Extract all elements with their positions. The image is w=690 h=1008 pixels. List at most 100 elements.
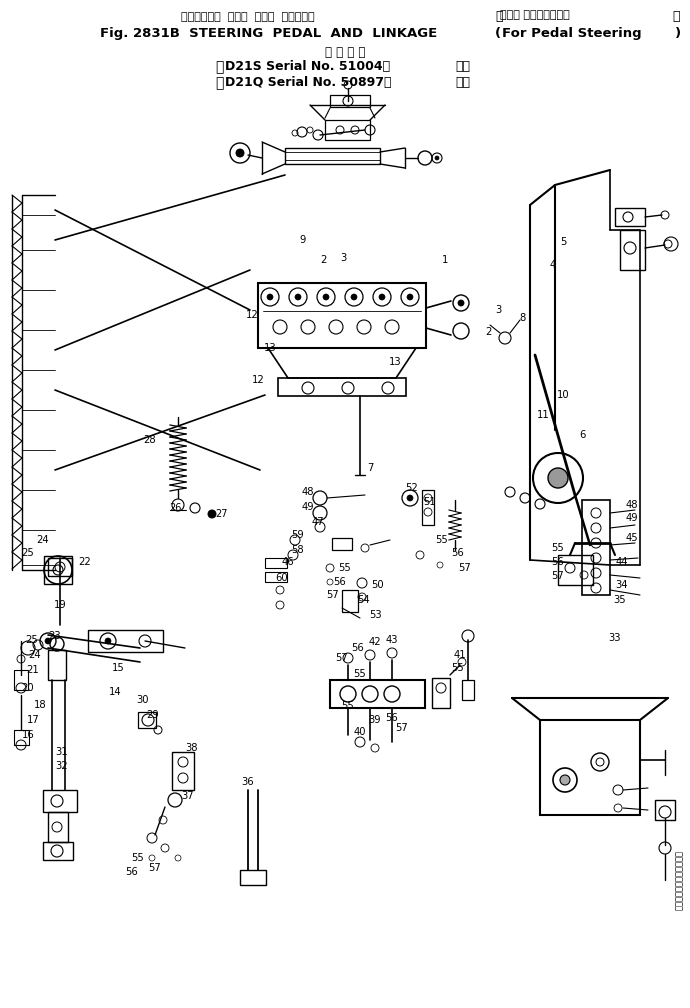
Text: 26: 26 (169, 503, 181, 513)
Text: 37: 37 (181, 791, 195, 801)
Text: 6: 6 (579, 430, 585, 440)
Bar (330, 95, 370, 107)
Text: 13: 13 (264, 343, 276, 353)
Text: 49: 49 (626, 513, 638, 523)
Text: 適 用 号 機: 適 用 号 機 (325, 46, 365, 59)
Text: 32: 32 (56, 761, 68, 771)
Bar (540, 720, 640, 815)
Circle shape (458, 300, 464, 306)
Text: 1: 1 (442, 255, 448, 265)
Text: 45: 45 (626, 533, 638, 543)
Text: 25: 25 (21, 548, 34, 558)
Text: 54: 54 (357, 595, 369, 605)
Text: 24: 24 (37, 535, 49, 545)
Text: 42: 42 (368, 637, 382, 647)
Circle shape (267, 294, 273, 300)
Text: 56: 56 (386, 713, 398, 723)
Text: 55: 55 (551, 543, 564, 553)
Bar (582, 500, 610, 595)
Text: 46: 46 (282, 557, 295, 566)
Circle shape (105, 638, 111, 644)
Text: 57: 57 (335, 653, 348, 663)
Text: 47: 47 (312, 517, 324, 527)
Text: 55: 55 (342, 701, 355, 711)
Text: 48: 48 (626, 500, 638, 510)
Bar (265, 558, 287, 568)
Text: 3: 3 (495, 305, 501, 314)
Text: For Pedal Steering: For Pedal Steering (502, 27, 642, 40)
Bar (285, 148, 380, 164)
Text: 50: 50 (372, 580, 384, 590)
Text: 41: 41 (454, 650, 466, 660)
Circle shape (295, 294, 301, 300)
Circle shape (560, 775, 570, 785)
Text: （: （ (215, 76, 224, 90)
Bar (615, 208, 645, 226)
Text: 33: 33 (609, 633, 621, 643)
Bar (332, 538, 352, 550)
Bar (265, 572, 287, 582)
Text: 43: 43 (386, 635, 398, 645)
Text: 57: 57 (459, 563, 471, 573)
Circle shape (208, 510, 216, 518)
Text: (: ( (495, 27, 501, 40)
Bar (342, 590, 358, 612)
Bar (240, 870, 266, 885)
Text: ステアリングケースカバー: ステアリングケースカバー (675, 850, 684, 910)
Circle shape (407, 495, 413, 501)
Bar (620, 230, 645, 270)
Text: 14: 14 (109, 687, 121, 697)
Text: 17: 17 (27, 715, 39, 725)
Text: 49: 49 (302, 502, 315, 512)
Text: 44: 44 (615, 557, 629, 566)
Text: 21: 21 (27, 665, 39, 675)
Text: 4: 4 (550, 260, 556, 270)
Bar (88, 630, 163, 652)
Text: 48: 48 (302, 487, 314, 497)
Text: 29: 29 (146, 710, 159, 720)
Text: 5: 5 (560, 237, 566, 247)
Text: 55: 55 (452, 663, 464, 673)
Text: 55: 55 (435, 535, 448, 545)
Text: 25: 25 (26, 635, 39, 645)
Bar (14, 730, 29, 745)
Text: （: （ (215, 60, 224, 74)
Circle shape (323, 294, 329, 300)
Text: ～）: ～） (455, 60, 470, 73)
Bar (655, 800, 675, 820)
Text: 59: 59 (292, 530, 304, 540)
Text: 30: 30 (137, 695, 149, 705)
Circle shape (435, 156, 439, 160)
Bar (278, 378, 406, 396)
Circle shape (379, 294, 385, 300)
Bar (172, 752, 194, 790)
Text: 18: 18 (34, 700, 46, 710)
Text: 13: 13 (388, 357, 402, 367)
Text: 60: 60 (276, 573, 288, 583)
Text: 35: 35 (613, 595, 627, 605)
Bar (325, 120, 370, 140)
Text: 2: 2 (485, 327, 491, 337)
Text: 22: 22 (79, 557, 91, 566)
Text: 10: 10 (557, 390, 569, 400)
Bar (432, 678, 450, 708)
Text: 3: 3 (340, 253, 346, 263)
Text: 20: 20 (21, 683, 34, 694)
Text: 56: 56 (452, 548, 464, 558)
Circle shape (236, 149, 244, 157)
Text: 12: 12 (252, 375, 264, 385)
Text: 55: 55 (339, 563, 351, 573)
Bar (558, 555, 593, 585)
Bar (422, 490, 434, 525)
Bar (330, 680, 425, 708)
Text: ～）: ～） (455, 76, 470, 89)
Text: 9: 9 (300, 235, 306, 245)
Text: 57: 57 (395, 723, 408, 733)
Text: 53: 53 (368, 610, 382, 620)
Text: 34: 34 (615, 580, 629, 590)
Text: ペダル ステアリング用: ペダル ステアリング用 (500, 10, 570, 20)
Text: 2: 2 (319, 255, 326, 265)
Text: 16: 16 (21, 730, 34, 740)
Text: 27: 27 (216, 509, 228, 519)
Text: 56: 56 (352, 643, 364, 653)
